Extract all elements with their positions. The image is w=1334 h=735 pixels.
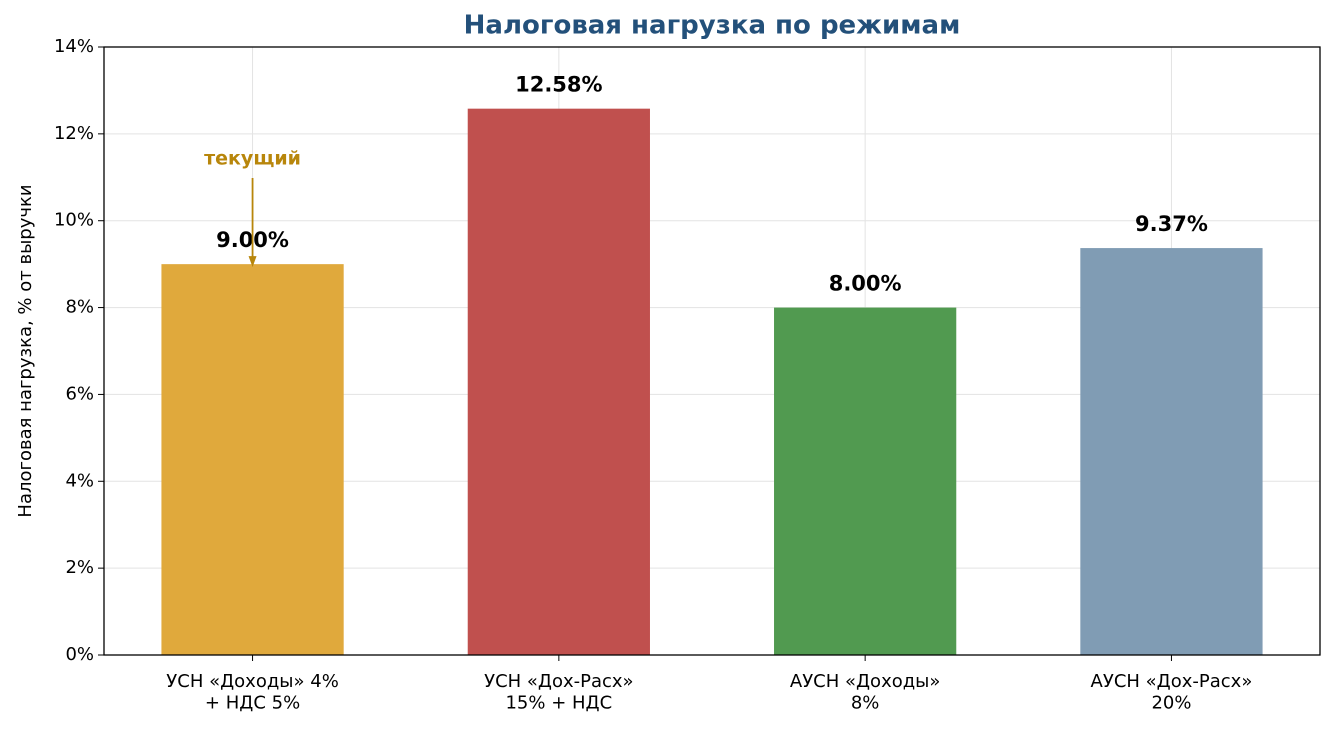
chart-title: Налоговая нагрузка по режимам: [464, 11, 961, 41]
annotation-arrowhead: [248, 256, 257, 268]
y-tick-label: 2%: [65, 557, 94, 578]
y-tick-label: 10%: [54, 210, 94, 231]
bar: [161, 264, 344, 655]
x-tick-label: АУСН «Доходы» 8%: [790, 671, 941, 714]
y-tick-label: 0%: [65, 644, 94, 665]
annotation: текущий: [204, 148, 301, 170]
bar: [467, 108, 650, 655]
x-tick-label: УСН «Дох-Расх» 15% + НДС: [484, 671, 633, 714]
plot-frame: [103, 46, 1321, 656]
value-label: 8.00%: [829, 272, 902, 296]
y-tick-label: 12%: [54, 123, 94, 144]
y-tick-label: 14%: [54, 36, 94, 57]
bar: [1080, 248, 1263, 655]
x-tick-label: АУСН «Дох-Расх» 20%: [1091, 671, 1253, 714]
y-axis-label: Налоговая нагрузка, % от выручки: [15, 184, 36, 517]
bar: [774, 307, 957, 655]
y-tick-label: 8%: [65, 297, 94, 318]
value-label: 9.37%: [1135, 212, 1208, 236]
y-tick-label: 4%: [65, 470, 94, 491]
x-tick-label: УСН «Доходы» 4% + НДС 5%: [166, 671, 339, 714]
value-label: 12.58%: [515, 73, 602, 97]
y-tick-label: 6%: [65, 383, 94, 404]
